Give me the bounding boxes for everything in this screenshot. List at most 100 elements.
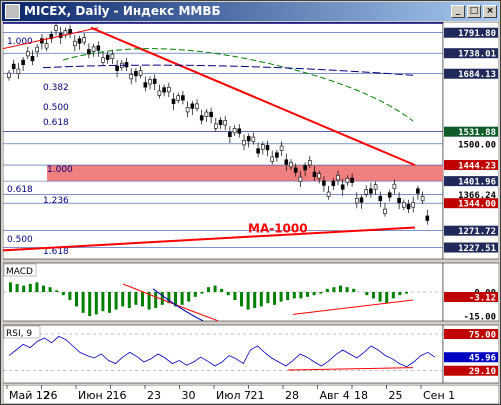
candle-body [406, 203, 411, 210]
time-axis-label: 16 [113, 389, 127, 402]
rsi-axis-labels: 75.00 45.96 29.10 [444, 329, 498, 377]
fib-label-upper: 0.618 [43, 118, 69, 128]
candle-body [162, 87, 166, 93]
candle-body [246, 136, 251, 142]
candle-body [345, 177, 350, 184]
candle-body [256, 148, 260, 154]
candle-body [214, 123, 218, 129]
close-button[interactable]: × [483, 5, 497, 18]
macd-bar [28, 284, 32, 292]
candle-body [209, 111, 213, 118]
time-axis-label: Авг 4 [320, 389, 350, 402]
candle-body [171, 98, 176, 104]
macd-bar [187, 292, 191, 302]
macd-bar [94, 292, 98, 315]
candle-body [298, 176, 303, 182]
candle-body [73, 40, 77, 47]
macd-bar [391, 292, 395, 299]
macd-bar [75, 292, 78, 307]
svg-text:1401.96: 1401.96 [458, 178, 496, 188]
price-axis [442, 22, 499, 260]
rsi-plot[interactable] [3, 324, 444, 384]
candle-body [204, 111, 209, 117]
macd-bar [286, 292, 290, 300]
candle-body [284, 159, 289, 165]
candle-body [312, 171, 317, 177]
svg-text:1531.88: 1531.88 [458, 128, 496, 138]
resistance-zone [47, 165, 443, 182]
candle-body [199, 115, 204, 121]
minimize-button[interactable]: _ [451, 5, 465, 18]
macd-bar [319, 292, 323, 294]
macd-bar [312, 292, 316, 296]
candle-body [82, 37, 86, 43]
macd-bar [147, 292, 151, 310]
macd-bar [352, 288, 356, 292]
price-axis-label: 1271.72 [444, 225, 498, 237]
svg-text:29.10: 29.10 [469, 367, 496, 377]
time-axis-label: 18 [354, 389, 368, 402]
time-axis-label: 21 [251, 389, 265, 402]
macd-bar [372, 292, 375, 299]
macd-bar [174, 292, 177, 307]
macd-blue-line [152, 288, 204, 322]
fib-label-upper: 1.000 [7, 37, 33, 47]
chart-window-icon[interactable] [5, 4, 20, 19]
candle-body [359, 197, 364, 203]
candle-body [143, 82, 148, 88]
candle-body [134, 71, 138, 77]
macd-bar [81, 292, 85, 313]
macd-bar [180, 292, 184, 305]
maximize-button[interactable]: □ [467, 5, 481, 18]
price-axis-label: 1366.24 [444, 189, 498, 201]
macd-axis-label: -3.12 [444, 291, 498, 303]
candle-body [307, 160, 312, 166]
macd-bar [22, 285, 26, 292]
macd-bar [88, 292, 92, 316]
time-axis-label: Июл 7 [216, 389, 251, 402]
price-axis-label: 1531.88 [444, 126, 498, 138]
price-plot[interactable] [3, 22, 444, 260]
svg-text:1684.13: 1684.13 [458, 70, 496, 80]
chart-area[interactable]: 1.000 0.382 0.500 0.618 1.000 0.618 1.236 0.500… [3, 22, 499, 384]
candle-body [336, 175, 340, 181]
candle-body [303, 165, 307, 171]
macd-bar [292, 292, 296, 299]
rsi-axis-label: 29.10 [444, 365, 498, 377]
macd-bar [246, 292, 250, 310]
price-axis-label: 1401.96 [444, 176, 498, 188]
candle-body [420, 195, 425, 202]
candle-body [54, 25, 58, 31]
title-bar[interactable]: MICEX, Daily - Индекс ММВБ _ □ × [2, 2, 499, 21]
svg-text:1791.80: 1791.80 [458, 29, 496, 39]
macd-histogram [3, 282, 443, 322]
candle-body [331, 180, 336, 186]
candle-body [181, 95, 185, 101]
rsi-axis-label: 75.00 [444, 329, 498, 341]
macd-bar [141, 292, 144, 307]
macd-bar [405, 292, 408, 294]
svg-text:75.00: 75.00 [469, 331, 496, 341]
macd-bar [253, 292, 257, 308]
price-overlays: MA-1000 [3, 22, 443, 252]
svg-text:1344.00: 1344.00 [458, 200, 496, 210]
candle-body [91, 46, 96, 52]
candle-body [265, 145, 270, 151]
candle-body [16, 68, 21, 74]
candle-body [279, 145, 284, 151]
ma-red-thin [3, 27, 99, 50]
time-axis-label: Июн 2 [78, 389, 113, 402]
ma-green-line [62, 48, 414, 122]
candle-body [152, 78, 157, 84]
candle-body [218, 119, 223, 126]
macd-bar [35, 282, 39, 292]
candle-body [425, 215, 430, 221]
fib-label-lower: 0.500 [7, 235, 33, 245]
candle-body [340, 184, 345, 190]
rsi-line [8, 335, 436, 368]
rsi-divergence-line [287, 367, 414, 371]
candle-body [40, 38, 44, 44]
macd-bar [127, 292, 131, 308]
ma-blue-line [42, 64, 414, 76]
